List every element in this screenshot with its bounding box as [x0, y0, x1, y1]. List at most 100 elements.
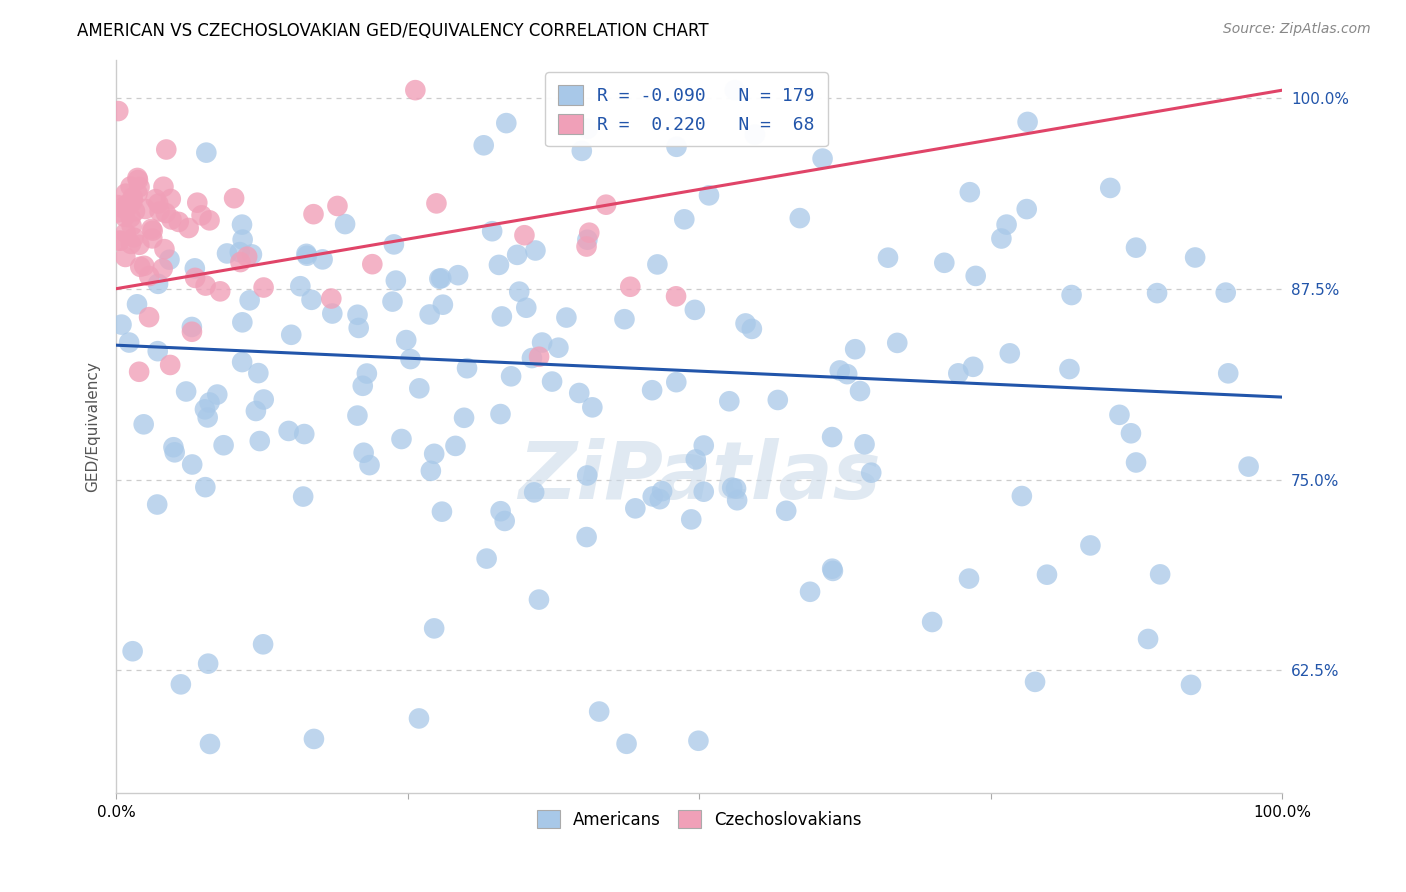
Point — [853, 437, 876, 451]
Point — [1059, 362, 1081, 376]
Point — [382, 237, 405, 252]
Point — [170, 677, 193, 691]
Point — [107, 205, 129, 219]
Point — [1149, 567, 1171, 582]
Point — [138, 269, 160, 284]
Point — [624, 501, 647, 516]
Point — [811, 152, 834, 166]
Point — [1080, 538, 1102, 552]
Point — [616, 737, 638, 751]
Point — [575, 239, 598, 253]
Point — [1024, 674, 1046, 689]
Point — [425, 196, 447, 211]
Point — [120, 211, 142, 225]
Point — [571, 144, 593, 158]
Point — [453, 410, 475, 425]
Point — [114, 226, 136, 240]
Point — [184, 271, 207, 285]
Point — [381, 294, 404, 309]
Point — [877, 251, 900, 265]
Point — [799, 584, 821, 599]
Point — [141, 222, 163, 236]
Point — [229, 255, 252, 269]
Point — [1036, 567, 1059, 582]
Point — [665, 289, 688, 303]
Point — [718, 394, 741, 409]
Point — [681, 512, 703, 526]
Point — [744, 128, 766, 142]
Point — [361, 257, 384, 271]
Point — [581, 401, 603, 415]
Point — [998, 346, 1021, 360]
Point — [197, 410, 219, 425]
Point — [326, 199, 349, 213]
Point — [419, 308, 441, 322]
Point — [444, 439, 467, 453]
Point — [159, 358, 181, 372]
Point — [177, 221, 200, 235]
Point — [430, 505, 453, 519]
Point — [186, 195, 208, 210]
Point — [404, 83, 426, 97]
Point — [138, 310, 160, 325]
Point — [128, 365, 150, 379]
Point — [209, 285, 232, 299]
Point — [619, 279, 641, 293]
Point — [224, 191, 246, 205]
Point — [1215, 285, 1237, 300]
Point — [194, 278, 217, 293]
Point — [146, 277, 169, 291]
Point — [821, 562, 844, 576]
Point — [491, 310, 513, 324]
Point — [685, 452, 707, 467]
Point — [613, 312, 636, 326]
Point — [249, 434, 271, 448]
Point — [128, 237, 150, 252]
Point — [353, 446, 375, 460]
Point — [301, 293, 323, 307]
Point — [429, 271, 451, 285]
Point — [488, 258, 510, 272]
Point — [247, 366, 270, 380]
Point — [184, 261, 207, 276]
Point — [333, 217, 356, 231]
Point — [575, 530, 598, 544]
Point — [1015, 202, 1038, 216]
Point — [215, 246, 238, 260]
Point — [555, 310, 578, 325]
Point — [108, 234, 131, 248]
Point — [495, 116, 517, 130]
Point — [419, 464, 441, 478]
Point — [576, 233, 599, 247]
Point — [132, 417, 155, 432]
Point — [995, 218, 1018, 232]
Point — [159, 252, 181, 267]
Point — [527, 350, 550, 364]
Point — [127, 170, 149, 185]
Point — [472, 138, 495, 153]
Point — [828, 363, 851, 377]
Point — [1125, 241, 1147, 255]
Point — [651, 484, 673, 499]
Point — [648, 492, 671, 507]
Point — [921, 615, 943, 629]
Point — [1125, 455, 1147, 469]
Point — [531, 335, 554, 350]
Point — [346, 308, 368, 322]
Point — [122, 230, 145, 244]
Point — [1180, 678, 1202, 692]
Point — [253, 392, 276, 407]
Point — [494, 514, 516, 528]
Point — [399, 352, 422, 367]
Point — [111, 201, 134, 215]
Point — [683, 302, 706, 317]
Point — [231, 218, 253, 232]
Point — [120, 179, 142, 194]
Point — [688, 733, 710, 747]
Point — [395, 333, 418, 347]
Point — [198, 395, 221, 409]
Point — [948, 367, 970, 381]
Point — [155, 206, 177, 220]
Point — [311, 252, 333, 267]
Point — [295, 249, 318, 263]
